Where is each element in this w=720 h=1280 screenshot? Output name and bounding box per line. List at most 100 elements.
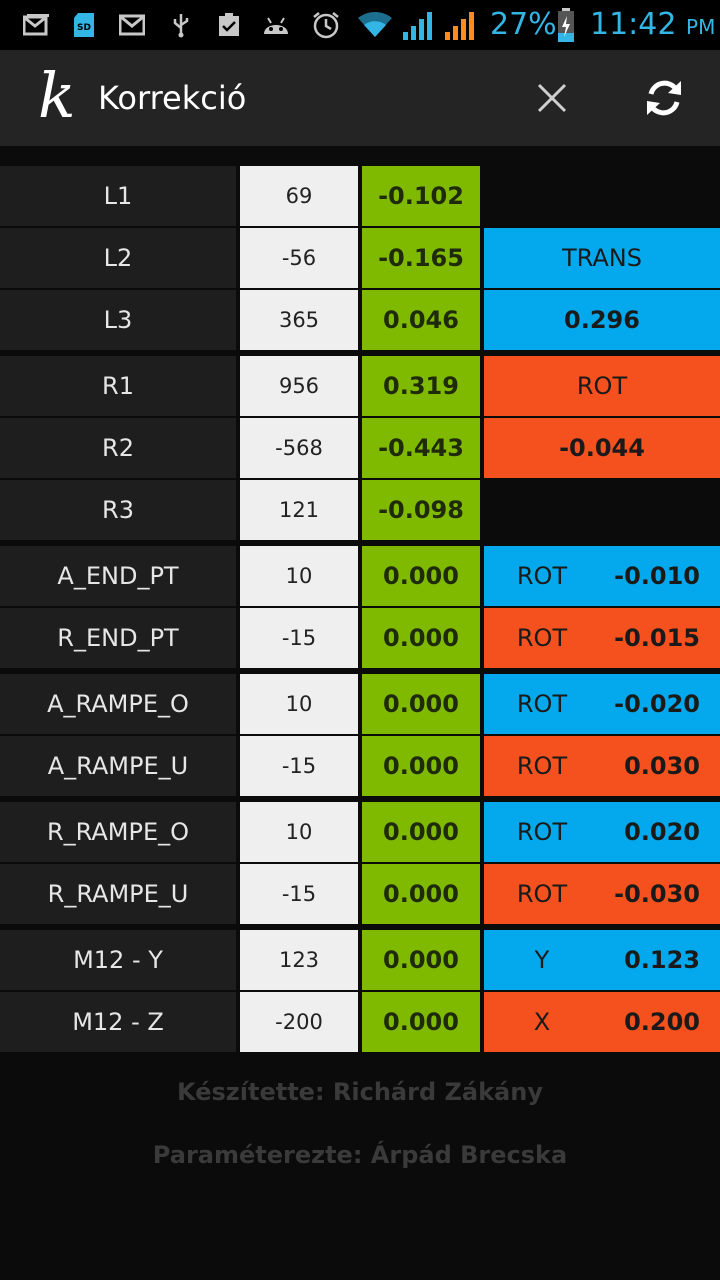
correction-value: -0.165 (362, 228, 480, 288)
correction-value: 0.000 (362, 608, 480, 668)
table-row: A_RAMPE_U -15 0.000 ROT 0.030 (0, 736, 720, 796)
table-row: R_RAMPE_O 10 0.000 ROT 0.020 (0, 802, 720, 862)
correction-value: 0.000 (362, 674, 480, 734)
value-input[interactable]: 121 (240, 480, 358, 540)
value-input[interactable]: 69 (240, 166, 358, 226)
result-cell: Y 0.123 (484, 930, 720, 990)
author-credit: Készítette: Richárd Zákány (177, 1078, 543, 1106)
action-bar: k Korrekció (0, 50, 720, 146)
row-label: A_RAMPE_U (0, 736, 236, 796)
result-axis: ROT (516, 818, 568, 846)
table-row: L2 -56 -0.165 TRANS (0, 228, 720, 288)
result-value: 0.030 (624, 752, 700, 780)
refresh-button[interactable] (636, 72, 692, 128)
alarm-icon (310, 12, 342, 39)
result-axis: ROT (516, 752, 568, 780)
row-label: M12 - Z (0, 992, 236, 1052)
wifi-icon (358, 12, 392, 38)
value-input[interactable]: -15 (240, 736, 358, 796)
table-row: L1 69 -0.102 (0, 166, 720, 226)
row-label: L2 (0, 228, 236, 288)
result-value: -0.020 (614, 690, 700, 718)
value-input[interactable]: 956 (240, 356, 358, 416)
row-label: L1 (0, 166, 236, 226)
close-icon (537, 83, 567, 117)
table-row: L3 365 0.046 0.296 (0, 290, 720, 350)
value-input[interactable]: -15 (240, 864, 358, 924)
result-cell: ROT -0.020 (484, 674, 720, 734)
result-value: -0.015 (614, 624, 700, 652)
correction-value: 0.000 (362, 736, 480, 796)
clock-time: 11:42 (590, 7, 677, 42)
sd-card-icon: SD (72, 12, 96, 38)
row-label: A_END_PT (0, 546, 236, 606)
clock-ampm: PM (686, 15, 716, 39)
row-label: R2 (0, 418, 236, 478)
value-input[interactable]: -200 (240, 992, 358, 1052)
row-label: M12 - Y (0, 930, 236, 990)
table-row: R_END_PT -15 0.000 ROT -0.015 (0, 608, 720, 668)
correction-value: 0.319 (362, 356, 480, 416)
value-input[interactable]: 10 (240, 546, 358, 606)
result-value: 0.296 (484, 290, 720, 350)
result-axis: X (533, 1008, 551, 1036)
result-value: 0.020 (624, 818, 700, 846)
table-row: R_RAMPE_U -15 0.000 ROT -0.030 (0, 864, 720, 924)
row-label: R3 (0, 480, 236, 540)
clear-button[interactable] (524, 72, 580, 128)
row-label: R_END_PT (0, 608, 236, 668)
result-value: 0.200 (624, 1008, 700, 1036)
row-label: R1 (0, 356, 236, 416)
correction-value: 0.000 (362, 546, 480, 606)
android-debug-icon (260, 12, 292, 38)
result-header: TRANS (484, 228, 720, 288)
table-row: R1 956 0.319 ROT (0, 356, 720, 416)
correction-value: -0.098 (362, 480, 480, 540)
correction-value: 0.046 (362, 290, 480, 350)
table-row: R2 -568 -0.443 -0.044 (0, 418, 720, 478)
value-input[interactable]: 123 (240, 930, 358, 990)
gmail-icon (22, 12, 50, 38)
correction-value: 0.000 (362, 802, 480, 862)
correction-value: 0.000 (362, 992, 480, 1052)
correction-value: -0.102 (362, 166, 480, 226)
table-row: M12 - Z -200 0.000 X 0.200 (0, 992, 720, 1052)
result-cell: ROT -0.010 (484, 546, 720, 606)
result-value: -0.044 (484, 418, 720, 478)
value-input[interactable]: 10 (240, 674, 358, 734)
row-label: R_RAMPE_O (0, 802, 236, 862)
usb-icon (170, 12, 192, 38)
parameter-credit: Paraméterezte: Árpád Brecska (152, 1141, 568, 1169)
gmail-icon (118, 12, 146, 38)
correction-value: -0.443 (362, 418, 480, 478)
value-input[interactable]: -568 (240, 418, 358, 478)
status-bar: SD 27% 11:42 PM (0, 0, 720, 50)
row-label: A_RAMPE_O (0, 674, 236, 734)
signal-icon (402, 12, 436, 40)
svg-text:SD: SD (77, 23, 91, 33)
row-label: R_RAMPE_U (0, 864, 236, 924)
value-input[interactable]: 365 (240, 290, 358, 350)
correction-value: 0.000 (362, 864, 480, 924)
battery-charging-icon (556, 8, 576, 42)
clock: 11:42 PM (590, 6, 715, 46)
result-axis: ROT (516, 880, 568, 908)
table-row: A_RAMPE_O 10 0.000 ROT -0.020 (0, 674, 720, 734)
value-input[interactable]: -56 (240, 228, 358, 288)
value-input[interactable]: 10 (240, 802, 358, 862)
result-cell: ROT 0.030 (484, 736, 720, 796)
result-cell: ROT 0.020 (484, 802, 720, 862)
result-axis: Y (534, 946, 550, 974)
result-value: -0.010 (614, 562, 700, 590)
table-row: M12 - Y 123 0.000 Y 0.123 (0, 930, 720, 990)
result-axis: ROT (516, 624, 568, 652)
table-row: R3 121 -0.098 (0, 480, 720, 540)
row-label: L3 (0, 290, 236, 350)
result-cell: X 0.200 (484, 992, 720, 1052)
value-input[interactable]: -15 (240, 608, 358, 668)
result-axis: ROT (516, 690, 568, 718)
clipboard-check-icon (216, 12, 242, 38)
app-logo[interactable]: k (38, 59, 76, 132)
result-cell: ROT -0.015 (484, 608, 720, 668)
correction-value: 0.000 (362, 930, 480, 990)
